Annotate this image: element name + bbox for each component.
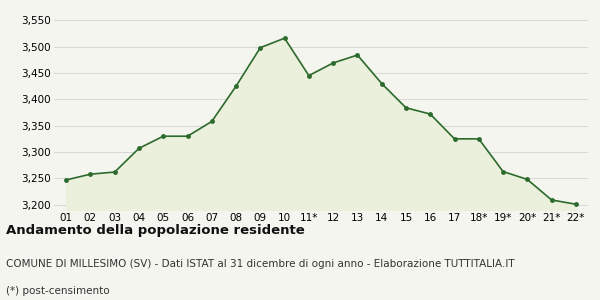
Text: (*) post-censimento: (*) post-censimento	[6, 286, 110, 296]
Text: Andamento della popolazione residente: Andamento della popolazione residente	[6, 224, 305, 237]
Text: COMUNE DI MILLESIMO (SV) - Dati ISTAT al 31 dicembre di ogni anno - Elaborazione: COMUNE DI MILLESIMO (SV) - Dati ISTAT al…	[6, 259, 515, 269]
